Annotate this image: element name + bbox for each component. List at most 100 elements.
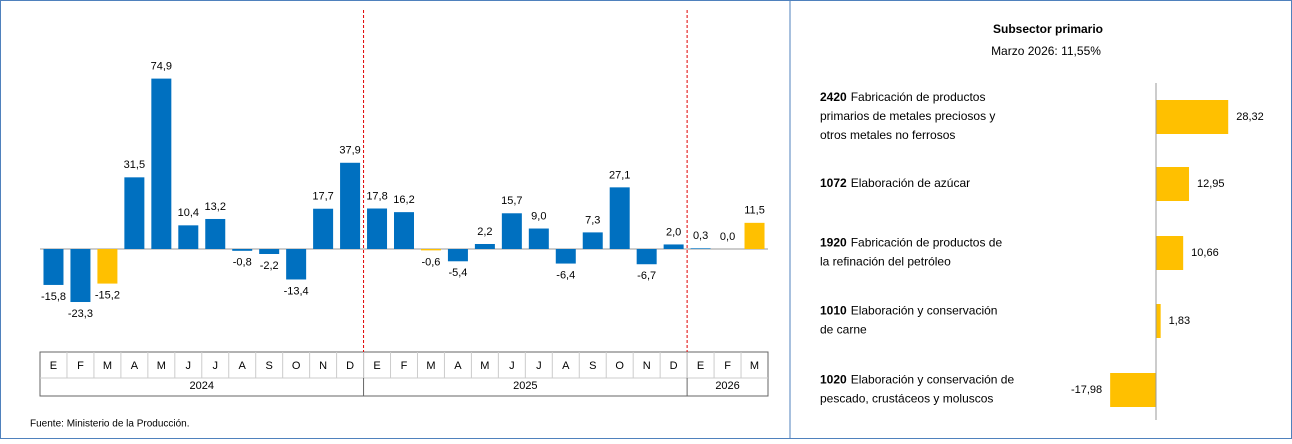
bar: [259, 249, 280, 255]
value-label: 1,83: [1169, 315, 1190, 327]
x-tick-label: N: [319, 360, 327, 372]
value-label: 11,5: [744, 205, 765, 217]
bar: [205, 218, 226, 249]
value-label: -5,4: [448, 267, 467, 279]
value-label: -15,2: [95, 289, 120, 301]
axis-table: [39, 351, 769, 397]
value-label: -23,3: [68, 308, 93, 320]
value-label: -13,4: [284, 285, 309, 297]
value-label: 10,4: [178, 207, 199, 219]
bar: [744, 222, 765, 249]
value-label: 10,66: [1191, 247, 1219, 259]
bar: [609, 187, 630, 249]
bar: [232, 249, 253, 251]
value-label: 37,9: [339, 145, 360, 157]
x-tick-label: A: [454, 360, 462, 372]
bar: [1156, 167, 1190, 201]
bar: [636, 249, 657, 265]
category-line: de carne: [820, 323, 867, 337]
x-tick-label: J: [509, 360, 515, 372]
value-label: 17,8: [366, 190, 387, 202]
year-label: 2026: [715, 380, 739, 392]
value-label: 2,2: [477, 226, 492, 238]
x-tick-label: J: [186, 360, 192, 372]
x-tick-label: J: [536, 360, 542, 372]
bar: [97, 249, 118, 284]
x-tick-label: D: [346, 360, 354, 372]
value-label: -0,8: [233, 257, 252, 269]
x-tick-label: O: [615, 360, 624, 372]
value-label: 12,95: [1197, 178, 1225, 190]
chart-title: Subsector primario: [993, 22, 1103, 36]
category-line: primarios de metales preciosos y: [820, 109, 995, 123]
bar: [178, 225, 199, 249]
value-label: -0,6: [421, 256, 440, 268]
category-code: 1072: [820, 176, 847, 190]
x-tick-label: F: [401, 360, 408, 372]
x-tick-label: D: [670, 360, 678, 372]
value-label: 74,9: [151, 61, 172, 73]
x-tick-label: M: [480, 360, 489, 372]
bar: [313, 208, 334, 249]
source: Fuente: Ministerio de la Producción.: [30, 419, 190, 430]
category-label: 2420 Fabricación de productos primarios de…: [820, 90, 995, 142]
bar: [70, 249, 91, 303]
value-label: 31,5: [124, 159, 145, 171]
x-tick-label: F: [724, 360, 731, 372]
category-label: 1020 Elaboración y conservación de pescado…: [820, 373, 1014, 406]
category-code: 1010: [820, 304, 847, 318]
x-tick-label: M: [103, 360, 112, 372]
bar: [1110, 373, 1156, 407]
category-line: Fabricación de productos: [851, 90, 986, 104]
category-line: Elaboración de azúcar: [851, 176, 970, 190]
category-code: 1920: [820, 236, 847, 250]
x-tick-label: M: [426, 360, 435, 372]
chart-subtitle: Marzo 2026: 11,55%: [991, 44, 1101, 58]
category-label: 1072 Elaboración de azúcar: [820, 176, 970, 190]
x-tick-label: M: [750, 360, 759, 372]
category-line: Elaboración y conservación de: [851, 373, 1015, 387]
year-label: 2024: [190, 380, 214, 392]
value-label: -17,98: [1071, 384, 1102, 396]
bar: [367, 208, 388, 249]
right-panel: Subsector primario Marzo 2026: 11,55% 28,3…: [820, 22, 1264, 420]
x-tick-label: F: [77, 360, 84, 372]
value-label: 9,0: [531, 210, 546, 222]
bar: [447, 249, 468, 262]
bar: [124, 177, 145, 249]
bar: [420, 249, 441, 251]
x-tick-label: A: [562, 360, 570, 372]
category-code: 2420: [820, 90, 847, 104]
bar: [528, 228, 549, 249]
x-tick-label: A: [131, 360, 139, 372]
value-label: 27,1: [609, 169, 630, 181]
bar: [1156, 236, 1184, 270]
x-tick-label: M: [157, 360, 166, 372]
value-label: 0,3: [693, 230, 708, 242]
x-tick-label: A: [239, 360, 247, 372]
bar: [340, 162, 361, 249]
x-tick-label: E: [373, 360, 380, 372]
bar: [555, 249, 576, 264]
bar: [286, 249, 307, 280]
value-label: 15,7: [501, 195, 522, 207]
category-label: 1920 Fabricación de productos de la refina…: [820, 236, 1002, 269]
x-tick-label: S: [589, 360, 596, 372]
bar: [663, 244, 684, 249]
x-tick-label: S: [266, 360, 273, 372]
value-label: 28,32: [1236, 111, 1264, 123]
year-label: 2025: [513, 380, 537, 392]
bar: [1156, 100, 1229, 134]
x-tick-label: J: [213, 360, 219, 372]
category-line: otros metales no ferrosos: [820, 128, 955, 142]
x-tick-label: N: [643, 360, 651, 372]
bar: [1156, 304, 1161, 338]
value-label: -6,7: [637, 270, 656, 282]
value-label: -2,2: [260, 260, 279, 272]
value-label: 7,3: [585, 214, 600, 226]
bar: [582, 232, 603, 249]
bar: [43, 249, 64, 285]
